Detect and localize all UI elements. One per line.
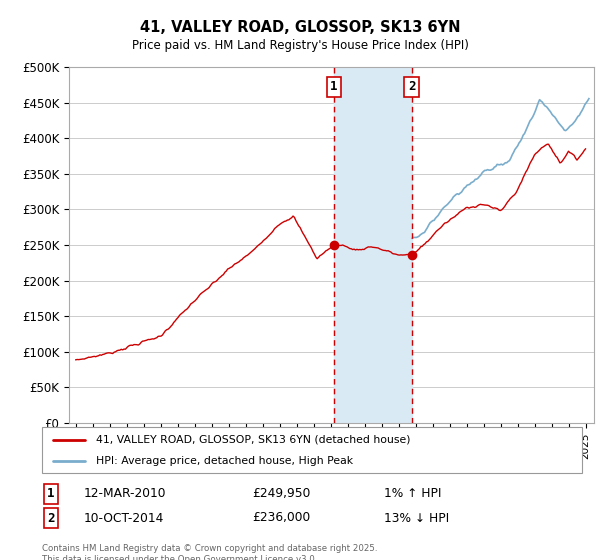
Text: 1% ↑ HPI: 1% ↑ HPI xyxy=(384,487,442,501)
Text: 41, VALLEY ROAD, GLOSSOP, SK13 6YN: 41, VALLEY ROAD, GLOSSOP, SK13 6YN xyxy=(140,20,460,35)
Text: Price paid vs. HM Land Registry's House Price Index (HPI): Price paid vs. HM Land Registry's House … xyxy=(131,39,469,52)
Text: 1: 1 xyxy=(47,487,55,501)
Text: 1: 1 xyxy=(330,80,338,94)
Bar xyxy=(334,67,412,423)
Text: £236,000: £236,000 xyxy=(252,511,310,525)
Text: 12-MAR-2010: 12-MAR-2010 xyxy=(84,487,167,501)
Text: 13% ↓ HPI: 13% ↓ HPI xyxy=(384,511,449,525)
Text: 41, VALLEY ROAD, GLOSSOP, SK13 6YN (detached house): 41, VALLEY ROAD, GLOSSOP, SK13 6YN (deta… xyxy=(96,435,410,445)
Text: Contains HM Land Registry data © Crown copyright and database right 2025.
This d: Contains HM Land Registry data © Crown c… xyxy=(42,544,377,560)
Text: £249,950: £249,950 xyxy=(252,487,310,501)
Text: 2: 2 xyxy=(408,80,415,94)
Text: HPI: Average price, detached house, High Peak: HPI: Average price, detached house, High… xyxy=(96,456,353,466)
Text: 2: 2 xyxy=(47,511,55,525)
Text: 10-OCT-2014: 10-OCT-2014 xyxy=(84,511,164,525)
FancyBboxPatch shape xyxy=(42,427,582,473)
